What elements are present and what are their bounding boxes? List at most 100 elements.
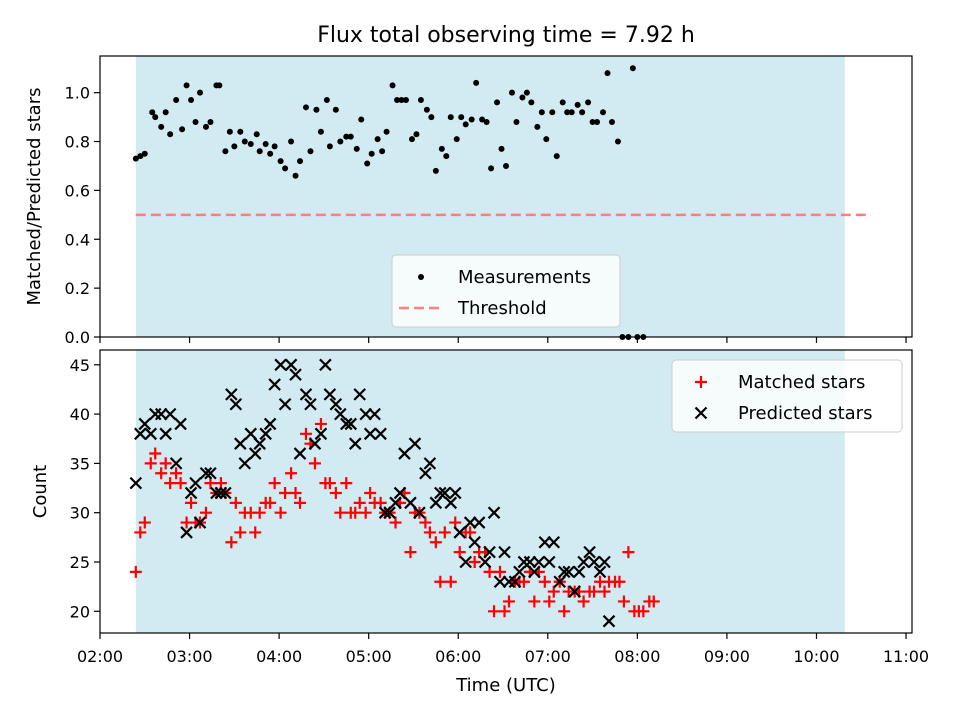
- predicted-star-point: [374, 427, 387, 441]
- x-tick-label: 02:00: [77, 647, 123, 666]
- measurement-point: [368, 150, 375, 157]
- predicted-star-point: [413, 506, 426, 519]
- predicted-star-point: [568, 585, 581, 598]
- matched-star-point: [289, 486, 302, 499]
- x-tick-label: 04:00: [256, 647, 302, 666]
- matched-star-point: [547, 585, 560, 598]
- measurement-point: [417, 96, 424, 103]
- matched-star-point: [199, 506, 212, 519]
- measurement-point: [179, 126, 186, 133]
- measurement-point: [277, 158, 284, 165]
- measurement-point: [256, 148, 263, 155]
- predicted-star-point: [253, 437, 266, 450]
- predicted-star-point: [174, 417, 187, 431]
- matched-star-point: [274, 506, 287, 519]
- y-tick-label: 30: [70, 504, 90, 523]
- predicted-star-point: [468, 536, 481, 549]
- matched-star-point: [598, 585, 611, 598]
- measurement-point: [323, 96, 330, 103]
- measurement-point: [568, 109, 575, 116]
- measurement-point: [241, 138, 248, 145]
- predicted-star-point: [429, 496, 443, 510]
- matched-star-point: [234, 526, 247, 539]
- measurement-point: [292, 172, 299, 179]
- y-tick-label: 20: [70, 602, 90, 621]
- matched-star-point: [543, 595, 556, 608]
- measurement-point: [498, 145, 505, 152]
- predicted-star-point: [308, 437, 322, 450]
- predicted-star-point: [293, 447, 307, 460]
- matched-star-point: [438, 526, 451, 539]
- matched-star-point: [528, 595, 541, 608]
- measurement-point: [453, 136, 460, 143]
- matched-star-point: [538, 575, 551, 588]
- predicted-star-point: [378, 506, 392, 519]
- axes-frame: [99, 349, 913, 634]
- predicted-star-point: [528, 565, 541, 579]
- legend-marker: [695, 376, 707, 388]
- predicted-star-point: [274, 358, 287, 372]
- measurement-point: [389, 82, 396, 89]
- predicted-star-point: [268, 378, 281, 391]
- matched-star-point: [353, 496, 366, 509]
- y-tick-label: 45: [70, 356, 90, 375]
- measurement-point: [288, 138, 295, 145]
- predicted-star-point: [438, 486, 452, 500]
- measurement-point: [528, 99, 535, 106]
- predicted-star-point: [602, 614, 616, 628]
- chart-title: Flux total observing time = 7.92 h: [317, 23, 695, 48]
- y-tick-label: 0.6: [65, 181, 90, 200]
- predicted-star-point: [393, 486, 407, 500]
- measurement-point: [383, 128, 390, 135]
- matched-star-point: [488, 605, 501, 618]
- top-panel: 0.0 0.2 0.4 0.6 0.8 1.0 Matched/Predicted star…: [24, 55, 913, 347]
- predicted-star-point: [532, 555, 546, 569]
- predicted-star-point: [184, 486, 198, 500]
- measurement-point: [614, 138, 621, 145]
- predicted-star-point: [199, 466, 213, 480]
- predicted-star-point: [453, 526, 467, 539]
- predicted-star-point: [383, 506, 396, 519]
- matched-star-point: [340, 477, 353, 490]
- measurement-point: [564, 109, 571, 116]
- measurement-point: [543, 136, 550, 143]
- matched-star-point: [279, 486, 292, 499]
- x-tick-label: 07:00: [525, 647, 571, 666]
- measurement-point: [326, 143, 333, 150]
- predicted-star-point: [508, 575, 522, 589]
- predicted-star-point: [587, 555, 601, 569]
- predicted-star-point: [363, 427, 377, 441]
- measurement-point: [534, 123, 541, 130]
- measurement-point: [600, 109, 607, 116]
- legend-label: Matched stars: [738, 372, 865, 393]
- x-tick-label: 06:00: [435, 647, 481, 666]
- predicted-star-point: [478, 555, 492, 569]
- predicted-star-point: [289, 368, 302, 381]
- matched-star-point: [285, 467, 298, 480]
- predicted-star-point: [169, 457, 183, 470]
- measurement-point: [508, 89, 515, 96]
- measurement-point: [247, 140, 254, 147]
- matched-star-point: [155, 467, 168, 480]
- matched-star-point: [617, 595, 630, 608]
- predicted-star-point: [225, 388, 238, 401]
- measurement-point: [594, 118, 601, 125]
- matched-star-point: [359, 506, 372, 519]
- matched-star-point: [334, 506, 347, 519]
- x-tick-label: 10:00: [793, 647, 839, 666]
- predicted-star-point: [299, 388, 313, 401]
- predicted-star-point: [463, 516, 477, 529]
- measurement-point: [353, 145, 360, 152]
- measurement-point: [317, 128, 324, 135]
- measurement-point: [402, 96, 409, 103]
- measurement-point: [267, 150, 274, 157]
- measurement-point: [271, 143, 278, 150]
- matched-star-point: [429, 536, 442, 549]
- measurement-point: [438, 145, 445, 152]
- matched-star-point: [134, 526, 147, 539]
- legend-label: Predicted stars: [738, 403, 872, 424]
- matched-star-point: [613, 575, 626, 588]
- measurement-point: [152, 114, 159, 121]
- measurement-point: [589, 118, 596, 125]
- measurement-point: [428, 114, 435, 121]
